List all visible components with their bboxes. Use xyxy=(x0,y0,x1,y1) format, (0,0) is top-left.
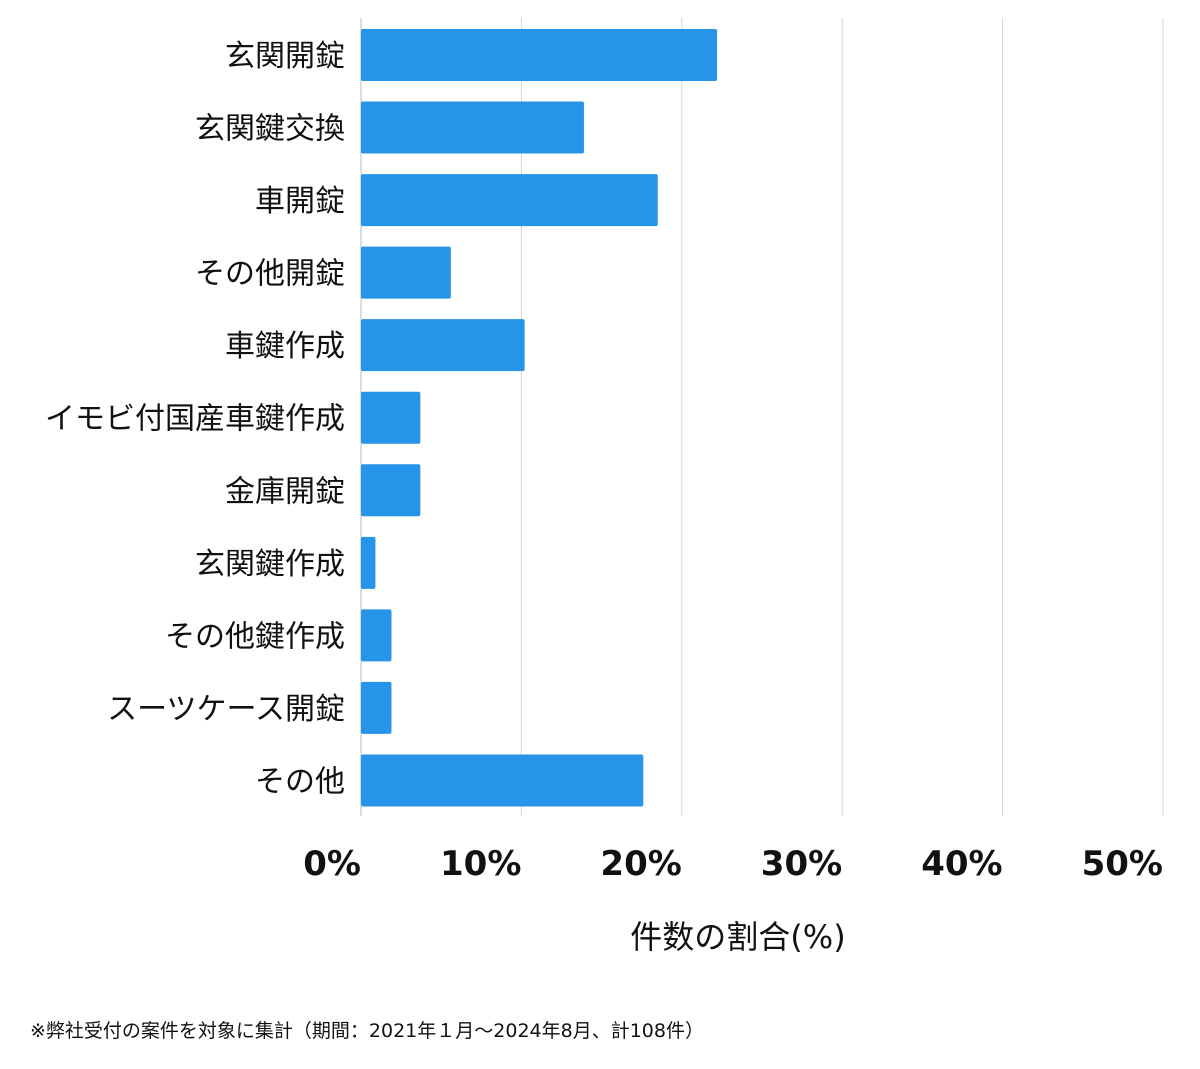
category-label: その他 xyxy=(255,764,345,799)
category-label: その他開錠 xyxy=(195,257,345,292)
category-label: イモビ付国産車鍵作成 xyxy=(45,402,345,437)
x-tick-label: 30% xyxy=(761,844,842,884)
bar xyxy=(361,391,421,444)
bar xyxy=(361,609,392,662)
bar xyxy=(361,101,584,154)
category-label: その他鍵作成 xyxy=(165,619,345,654)
x-tick-label: 10% xyxy=(440,844,521,884)
category-label: 金庫開錠 xyxy=(225,474,345,509)
category-label: 玄関鍵交換 xyxy=(195,112,345,147)
x-tick-label: 50% xyxy=(1082,844,1163,884)
category-label: スーツケース開錠 xyxy=(107,692,345,727)
bar xyxy=(361,536,376,589)
category-label: 車開錠 xyxy=(255,184,345,219)
bar xyxy=(361,246,451,299)
bar xyxy=(361,464,421,517)
category-label: 玄関開錠 xyxy=(225,39,345,74)
x-tick-label: 0% xyxy=(303,844,361,884)
x-axis-title: 件数の割合(%) xyxy=(630,918,845,956)
bar-chart: 0% 10% 20% 30% 40% 50% 玄関開錠玄関鍵交換車開錠その他開錠車鍵作成イモ… xyxy=(45,18,1164,956)
category-label: 車鍵作成 xyxy=(225,329,345,364)
x-tick-label: 40% xyxy=(921,844,1002,884)
bar xyxy=(361,29,718,81)
bar xyxy=(361,681,392,734)
category-label: 玄関鍵作成 xyxy=(195,547,345,582)
bar xyxy=(361,174,658,227)
bar xyxy=(361,754,644,807)
bar xyxy=(361,319,525,372)
x-tick-label: 20% xyxy=(600,844,681,884)
footnote: ※弊社受付の案件を対象に集計（期間：2021年１月〜2024年8月、計108件） xyxy=(30,1020,704,1042)
